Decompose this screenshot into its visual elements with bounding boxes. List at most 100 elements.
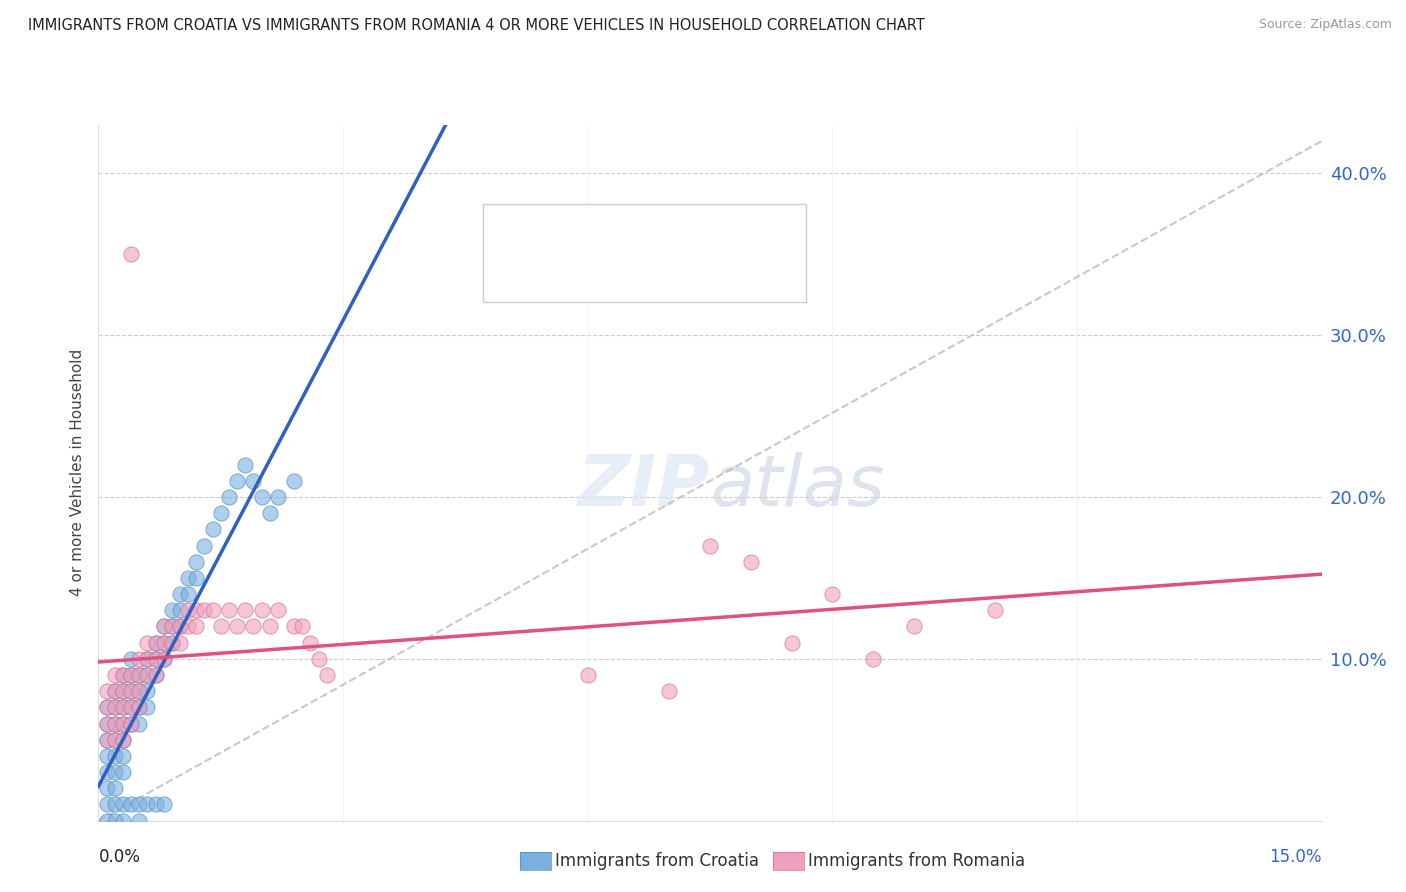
Point [186, 571, 208, 585]
Point [152, 652, 174, 666]
Point [96, 716, 118, 731]
Point [136, 668, 159, 682]
Point [658, 684, 681, 698]
Point [152, 797, 174, 812]
Point [111, 668, 134, 682]
Point [120, 668, 142, 682]
Point [111, 797, 134, 812]
Point [96, 716, 118, 731]
Point [576, 668, 599, 682]
Point [128, 652, 150, 666]
Point [903, 619, 925, 633]
Text: Immigrants from Croatia: Immigrants from Croatia [555, 852, 759, 870]
Text: N =: N = [647, 219, 699, 237]
Point [111, 732, 134, 747]
Text: 64: 64 [700, 258, 725, 276]
Point [120, 652, 142, 666]
Point [177, 619, 200, 633]
Point [96, 797, 118, 812]
Text: R =: R = [546, 258, 585, 276]
Point [226, 619, 249, 633]
Point [218, 490, 240, 504]
Point [111, 732, 134, 747]
Point [152, 652, 174, 666]
Point [111, 814, 134, 828]
Point [96, 781, 118, 796]
Point [96, 732, 118, 747]
Point [242, 619, 264, 633]
Point [169, 635, 191, 649]
Text: Immigrants from Romania: Immigrants from Romania [808, 852, 1025, 870]
Point [233, 458, 256, 472]
Point [242, 474, 264, 488]
Point [186, 555, 208, 569]
Point [136, 700, 159, 714]
Point [267, 603, 290, 617]
Point [160, 619, 183, 633]
Point [128, 700, 150, 714]
Point [152, 619, 174, 633]
Point [104, 732, 127, 747]
Point [128, 700, 150, 714]
Point [111, 700, 134, 714]
Text: N =: N = [647, 258, 699, 276]
Point [120, 716, 142, 731]
Point [821, 587, 844, 601]
Point [862, 652, 884, 666]
Point [111, 684, 134, 698]
Text: R =: R = [546, 219, 585, 237]
Text: 0.0%: 0.0% [98, 848, 141, 866]
Point [186, 603, 208, 617]
Point [104, 781, 127, 796]
Point [120, 247, 142, 261]
Point [120, 700, 142, 714]
Point [193, 539, 215, 553]
Point [780, 635, 803, 649]
Point [315, 668, 337, 682]
Point [96, 700, 118, 714]
Point [128, 716, 150, 731]
Point [136, 668, 159, 682]
Point [145, 635, 167, 649]
Point [152, 619, 174, 633]
Point [160, 635, 183, 649]
Point [193, 603, 215, 617]
Point [96, 814, 118, 828]
Point [104, 700, 127, 714]
Point [111, 700, 134, 714]
Point [169, 587, 191, 601]
Point [120, 684, 142, 698]
Point [128, 668, 150, 682]
Point [984, 603, 1007, 617]
Point [177, 587, 200, 601]
Point [259, 619, 281, 633]
Point [128, 814, 150, 828]
Point [120, 797, 142, 812]
Point [160, 635, 183, 649]
Point [177, 571, 200, 585]
Point [209, 506, 232, 520]
Point [104, 684, 127, 698]
Point [111, 668, 134, 682]
Y-axis label: 4 or more Vehicles in Household: 4 or more Vehicles in Household [69, 349, 84, 597]
Point [218, 603, 240, 617]
Point [145, 797, 167, 812]
Text: ZIP: ZIP [578, 452, 710, 521]
Point [152, 635, 174, 649]
Point [96, 765, 118, 780]
Point [128, 797, 150, 812]
Point [96, 732, 118, 747]
Point [145, 668, 167, 682]
Point [128, 668, 150, 682]
Point [96, 700, 118, 714]
Point [104, 765, 127, 780]
Text: Source: ZipAtlas.com: Source: ZipAtlas.com [1258, 18, 1392, 31]
Point [283, 619, 305, 633]
Point [169, 619, 191, 633]
Point [111, 716, 134, 731]
Point [136, 797, 159, 812]
Text: IMMIGRANTS FROM CROATIA VS IMMIGRANTS FROM ROMANIA 4 OR MORE VEHICLES IN HOUSEHO: IMMIGRANTS FROM CROATIA VS IMMIGRANTS FR… [28, 18, 925, 33]
Point [104, 797, 127, 812]
Point [740, 555, 762, 569]
Point [120, 716, 142, 731]
